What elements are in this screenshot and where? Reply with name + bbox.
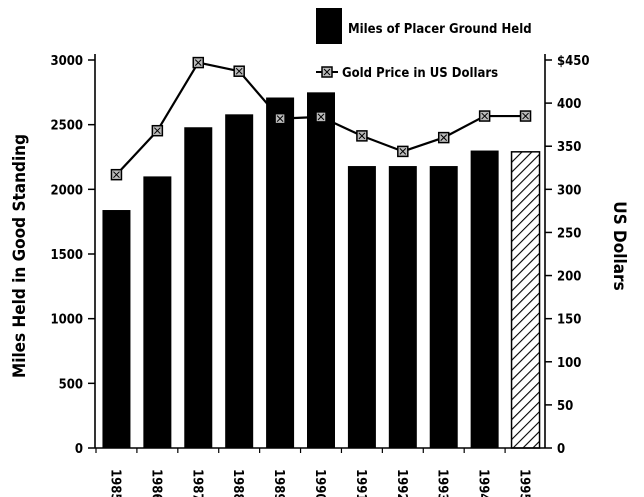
right-tick-label: 400 [557, 97, 581, 112]
bar-1988 [225, 114, 254, 448]
x-axis-ticks: 1985 1986 1987 1988 1989 1990 1991 1992 1993 1994… [95, 448, 532, 497]
bar-1994 [470, 150, 499, 449]
price-point-1995 [519, 110, 532, 122]
left-axis-title: Miles Held in Good Standing [10, 134, 30, 378]
right-tick-label: 50 [557, 399, 573, 414]
right-axis-title: US Dollars [609, 201, 629, 290]
right-tick-label: 250 [557, 226, 581, 241]
bar-1986 [143, 176, 172, 448]
bar-1995 [510, 151, 541, 449]
price-point-1990 [315, 111, 327, 123]
left-tick-label: 2000 [50, 183, 83, 198]
price-point-1985 [110, 168, 123, 181]
x-tick-label: 1986 [148, 469, 163, 497]
right-axis-ticks: 0 50 100 150 200 250 300 350 400 $450 [545, 54, 590, 457]
price-point-1989 [274, 112, 286, 125]
bar-1991 [347, 166, 376, 448]
left-tick-label: 3000 [50, 54, 83, 69]
right-tick-label: $450 [557, 54, 590, 69]
price-line-series [110, 56, 532, 181]
right-tick-label: 350 [557, 140, 581, 155]
bar-1993 [429, 166, 458, 448]
left-axis-ticks: 0 500 1000 1500 2000 2500 3000 [50, 54, 95, 457]
bar-1989 [266, 97, 295, 449]
price-point-1991 [356, 130, 368, 142]
bar-1992 [388, 166, 417, 448]
right-tick-label: 100 [557, 356, 581, 371]
legend: Miles of Placer Ground Held Gold Price i… [316, 8, 532, 81]
legend-marker-icon [321, 66, 333, 78]
x-tick-label: 1992 [394, 469, 409, 497]
x-tick-label: 1994 [476, 469, 491, 497]
price-point-1992 [397, 145, 409, 158]
left-tick-label: 500 [59, 377, 83, 392]
price-point-1987 [192, 56, 205, 69]
legend-bar-label: Miles of Placer Ground Held [348, 22, 532, 37]
price-point-1986 [151, 124, 164, 137]
price-point-1994 [478, 110, 491, 122]
x-tick-label: 1985 [107, 469, 122, 497]
x-tick-label: 1987 [189, 469, 204, 497]
bar-1987 [184, 127, 213, 449]
left-tick-label: 1000 [50, 313, 83, 328]
bar-series [102, 92, 541, 449]
left-tick-label: 1500 [50, 248, 83, 263]
x-tick-label: 1988 [230, 469, 245, 497]
left-tick-label: 0 [75, 442, 83, 457]
x-tick-label: 1993 [435, 469, 450, 497]
bar-1990 [307, 92, 335, 448]
x-tick-label: 1995 [517, 469, 532, 497]
legend-line-label: Gold Price in US Dollars [342, 66, 498, 81]
right-tick-label: 150 [557, 313, 581, 328]
axes [94, 54, 546, 449]
price-point-1993 [437, 131, 450, 144]
bar-1985 [102, 210, 131, 448]
price-point-1988 [233, 65, 245, 77]
legend-bar-swatch [316, 8, 342, 44]
x-tick-label: 1991 [353, 469, 368, 497]
right-tick-label: 200 [557, 270, 581, 285]
x-tick-label: 1990 [312, 469, 327, 497]
x-tick-label: 1989 [271, 469, 286, 497]
right-tick-label: 300 [557, 183, 581, 198]
right-tick-label: 0 [557, 442, 565, 457]
left-tick-label: 2500 [50, 119, 83, 134]
